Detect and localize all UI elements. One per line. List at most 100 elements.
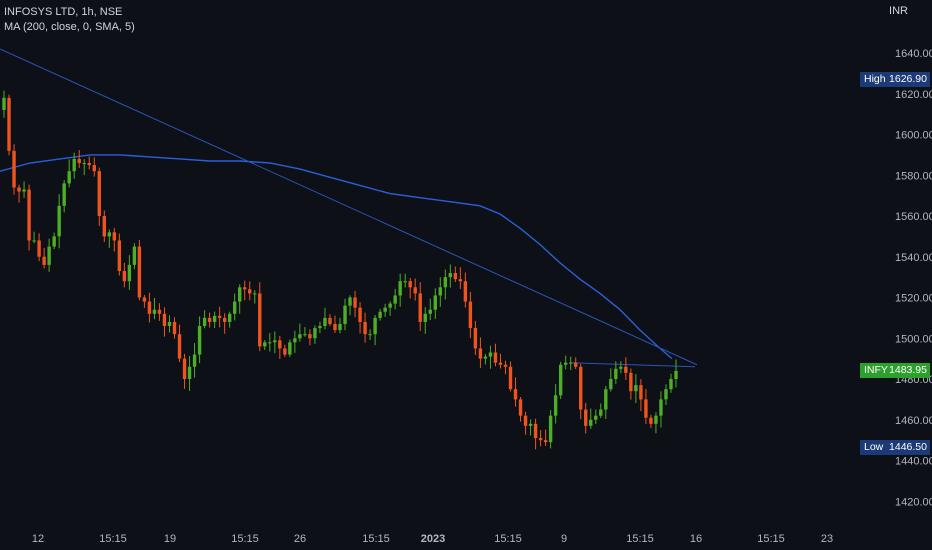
candle-body xyxy=(238,287,242,302)
candle-body xyxy=(503,364,508,367)
candle-body xyxy=(388,303,392,308)
candle-body xyxy=(378,311,382,318)
candle-body xyxy=(42,256,46,265)
ma200-line xyxy=(0,154,673,360)
y-tick-label: 1620.00 xyxy=(895,89,932,101)
candle-body xyxy=(298,334,302,339)
candle-body xyxy=(568,362,573,364)
y-tick-label: 1440.00 xyxy=(895,456,932,468)
candle-body xyxy=(553,395,558,416)
candle-body xyxy=(217,315,222,318)
candle-body xyxy=(659,399,663,416)
candle-body xyxy=(413,287,417,294)
candle-body xyxy=(12,150,16,188)
candle-body xyxy=(383,307,387,312)
x-tick-label: 15:15 xyxy=(99,533,127,545)
price-axis[interactable]: 1640.00 1620.00 1600.00 1580.00 1560.00 1540.… xyxy=(895,48,932,508)
x-tick-label: 15:15 xyxy=(494,533,522,545)
candle-body xyxy=(674,370,678,379)
candle-body xyxy=(563,362,568,365)
candle-body xyxy=(398,281,402,296)
x-tick-label: 15:15 xyxy=(626,533,654,545)
candle-body xyxy=(639,385,643,400)
candle-body xyxy=(132,246,137,265)
candle-body xyxy=(268,342,272,344)
candle-body xyxy=(232,301,237,314)
candle-body xyxy=(137,246,142,298)
candle-body xyxy=(52,236,56,247)
candle-body xyxy=(523,415,528,426)
y-tick-label: 1460.00 xyxy=(895,415,932,427)
low-value: 1446.50 xyxy=(889,440,927,453)
candle-body xyxy=(313,328,317,339)
candle-body xyxy=(177,334,182,359)
candle-body xyxy=(589,419,593,426)
candle-body xyxy=(654,415,658,424)
candle-body xyxy=(127,264,132,282)
candle-body xyxy=(117,240,122,272)
high-price-tag: High 1626.90 xyxy=(860,72,930,88)
candle-body xyxy=(263,342,267,347)
candle-body xyxy=(448,273,453,278)
candle-body xyxy=(222,317,227,322)
last-value: 1483.95 xyxy=(889,364,927,377)
candle-body xyxy=(343,305,347,324)
candle-body xyxy=(348,297,352,306)
candle-body xyxy=(408,281,412,288)
candle-body xyxy=(604,389,608,410)
candle-body xyxy=(338,323,342,331)
candle-body xyxy=(393,295,397,304)
x-tick-label: 9 xyxy=(561,533,567,545)
candle-body xyxy=(197,326,202,355)
candle-body xyxy=(533,423,538,439)
candle-body xyxy=(273,340,277,343)
candle-body xyxy=(212,315,217,322)
candle-body xyxy=(2,97,6,111)
candle-body xyxy=(72,158,76,172)
candle-body xyxy=(77,158,81,164)
candle-body xyxy=(328,317,332,324)
candle-body xyxy=(157,309,162,314)
y-tick-label: 1520.00 xyxy=(895,293,932,305)
y-tick-label: 1600.00 xyxy=(895,130,932,142)
candle-body xyxy=(649,417,653,424)
candle-body xyxy=(7,97,11,151)
symbol-title[interactable]: INFOSYS LTD, 1h, NSE xyxy=(4,6,123,18)
moving-average-layer xyxy=(0,154,673,360)
candle-body xyxy=(478,348,483,359)
candle-body xyxy=(433,295,437,310)
candle-body xyxy=(669,379,673,390)
candle-body xyxy=(353,297,357,308)
candle-body xyxy=(498,362,503,365)
candle-body xyxy=(579,366,583,410)
candle-body xyxy=(308,334,312,339)
candle-body xyxy=(202,317,207,327)
candle-body xyxy=(288,342,292,355)
candle-body xyxy=(248,289,252,294)
x-tick-label: 23 xyxy=(821,533,833,545)
candle-body xyxy=(167,321,172,327)
candle-body xyxy=(358,307,362,322)
chart-legend: INFOSYS LTD, 1h, NSE MA (200, close, 0, … xyxy=(4,5,135,35)
candle-body xyxy=(102,216,106,237)
candle-body xyxy=(187,366,192,379)
low-label: Low xyxy=(864,440,884,453)
ma-indicator-title[interactable]: MA (200, close, 0, SMA, 5) xyxy=(4,21,135,33)
x-tick-label: 26 xyxy=(294,533,306,545)
candle-body xyxy=(629,372,633,392)
candle-body xyxy=(27,189,31,241)
trendline[interactable] xyxy=(569,362,696,368)
candle-body xyxy=(483,356,488,359)
candle-body xyxy=(97,171,101,216)
time-axis[interactable]: 12 15:15 19 15:15 26 15:15 2023 15:15 9 15:15 16 15… xyxy=(32,533,833,545)
candle-body xyxy=(107,232,112,237)
candle-body xyxy=(17,187,21,192)
high-label: High xyxy=(864,73,886,86)
trendline[interactable] xyxy=(0,48,698,366)
candle-body xyxy=(423,313,427,322)
currency-label: INR xyxy=(889,5,908,17)
candle-body xyxy=(303,334,307,336)
y-tick-label: 1580.00 xyxy=(895,170,932,182)
low-price-tag: Low 1446.50 xyxy=(860,439,930,455)
